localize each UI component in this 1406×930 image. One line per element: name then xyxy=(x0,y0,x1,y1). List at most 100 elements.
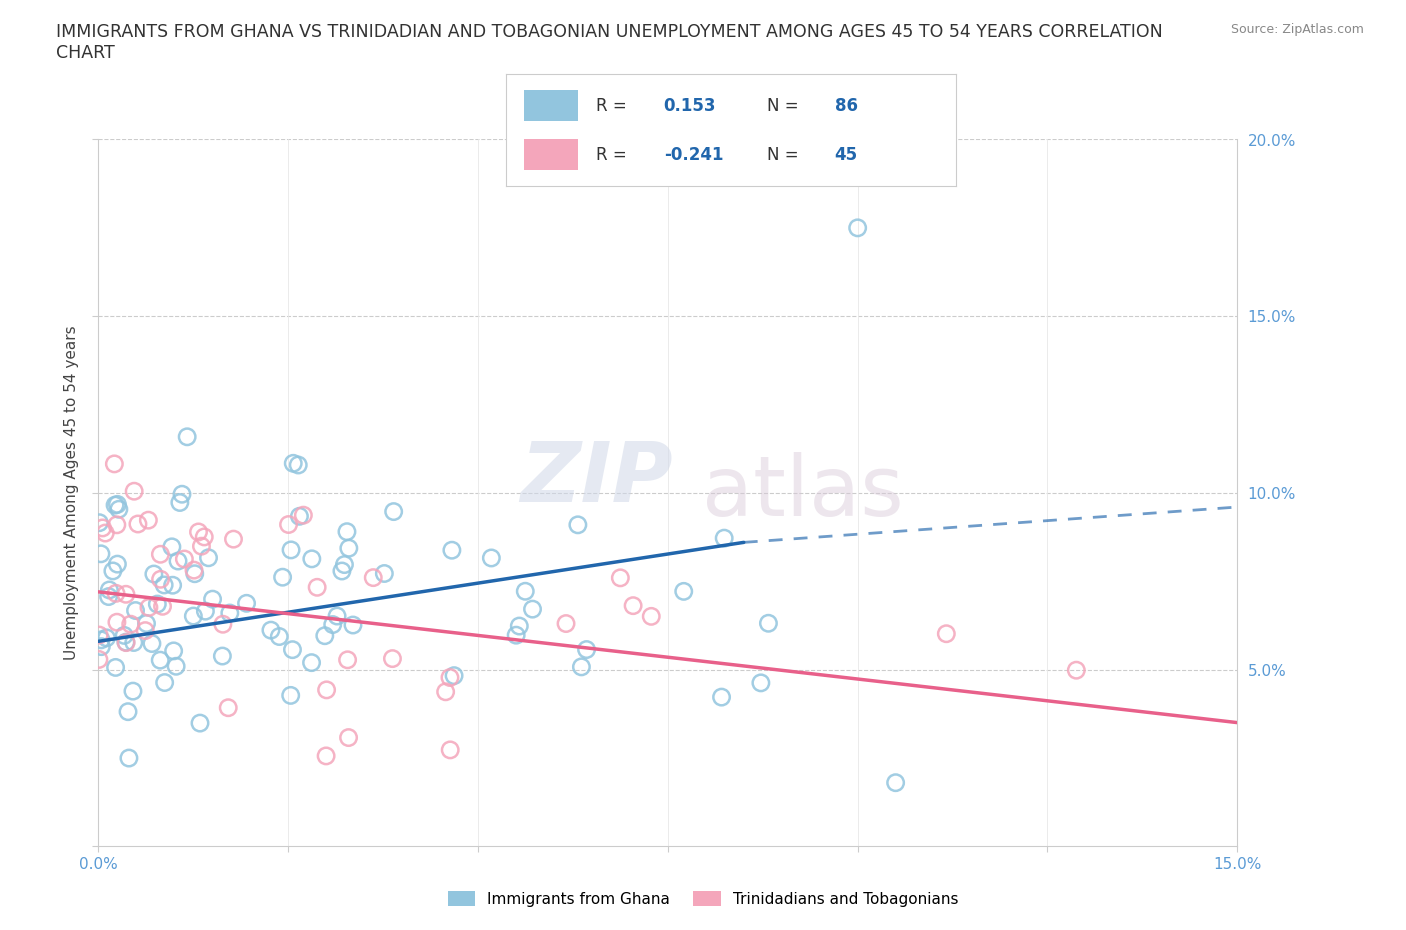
Point xyxy=(138,512,160,527)
Point xyxy=(187,525,209,539)
Point xyxy=(184,566,207,581)
Point xyxy=(361,570,384,585)
Point xyxy=(373,566,395,581)
Point xyxy=(322,618,344,632)
Point xyxy=(190,538,212,553)
Point xyxy=(112,628,135,643)
Text: -0.241: -0.241 xyxy=(664,146,723,164)
Point xyxy=(103,457,125,472)
Point xyxy=(575,642,598,657)
Point xyxy=(211,648,233,663)
Point xyxy=(104,660,127,675)
Point xyxy=(127,516,149,531)
Point xyxy=(183,608,205,623)
Point xyxy=(124,603,146,618)
Legend: Immigrants from Ghana, Trinidadians and Tobagonians: Immigrants from Ghana, Trinidadians and … xyxy=(441,885,965,913)
Point xyxy=(104,498,127,512)
Point xyxy=(260,623,283,638)
Point xyxy=(713,531,735,546)
Point xyxy=(522,602,544,617)
Point xyxy=(89,515,111,530)
Point xyxy=(91,521,114,536)
Text: N =: N = xyxy=(768,97,804,114)
Point xyxy=(170,486,193,501)
Point xyxy=(315,683,337,698)
Point xyxy=(758,616,780,631)
Point xyxy=(160,539,183,554)
Point xyxy=(555,616,578,631)
Point xyxy=(188,716,211,731)
Point xyxy=(163,644,186,658)
Point xyxy=(301,656,323,671)
Text: 45: 45 xyxy=(835,146,858,164)
Point xyxy=(222,532,245,547)
Point xyxy=(269,629,291,644)
Point xyxy=(672,584,695,599)
Point xyxy=(89,628,111,643)
Point xyxy=(149,547,172,562)
Point xyxy=(281,643,304,658)
Point xyxy=(567,517,589,532)
Point xyxy=(97,589,120,604)
Point xyxy=(307,580,329,595)
Point xyxy=(434,684,457,699)
Point xyxy=(141,636,163,651)
Point xyxy=(183,563,205,578)
Point xyxy=(149,653,172,668)
Point xyxy=(98,582,121,597)
Point xyxy=(173,551,195,566)
Point xyxy=(333,557,356,572)
Point xyxy=(287,458,309,472)
Point xyxy=(330,564,353,578)
Point xyxy=(87,652,110,667)
Point xyxy=(142,566,165,581)
Point xyxy=(105,615,128,630)
Point xyxy=(439,742,461,757)
Text: IMMIGRANTS FROM GHANA VS TRINIDADIAN AND TOBAGONIAN UNEMPLOYMENT AMONG AGES 45 T: IMMIGRANTS FROM GHANA VS TRINIDADIAN AND… xyxy=(56,23,1163,62)
Point xyxy=(505,628,527,643)
Text: R =: R = xyxy=(596,97,633,114)
Point xyxy=(288,509,311,524)
Point xyxy=(342,618,364,632)
Point xyxy=(122,484,145,498)
Point xyxy=(162,578,184,592)
Y-axis label: Unemployment Among Ages 45 to 54 years: Unemployment Among Ages 45 to 54 years xyxy=(65,326,79,660)
Point xyxy=(621,598,644,613)
Point xyxy=(609,570,631,585)
Point xyxy=(235,596,257,611)
Point xyxy=(292,508,315,523)
Point xyxy=(101,564,124,578)
Point xyxy=(571,659,593,674)
Point xyxy=(120,617,142,631)
Point xyxy=(640,609,662,624)
Point xyxy=(935,626,957,641)
FancyBboxPatch shape xyxy=(524,140,578,170)
Point xyxy=(105,557,128,572)
Point xyxy=(115,635,138,650)
Point xyxy=(336,525,359,539)
Text: ZIP: ZIP xyxy=(520,438,672,519)
Point xyxy=(326,608,349,623)
Point xyxy=(138,600,160,615)
Point xyxy=(134,623,156,638)
Point xyxy=(153,578,176,592)
Point xyxy=(217,700,239,715)
Point xyxy=(884,776,907,790)
Point xyxy=(337,540,360,555)
Point xyxy=(749,675,772,690)
Point xyxy=(846,220,869,235)
Point xyxy=(96,631,118,645)
Point xyxy=(152,599,174,614)
Point xyxy=(115,587,138,602)
Point xyxy=(149,572,172,587)
Point xyxy=(336,652,359,667)
Text: atlas: atlas xyxy=(702,452,904,534)
Point xyxy=(165,658,187,673)
Point xyxy=(314,629,336,644)
Point xyxy=(301,551,323,566)
Point xyxy=(194,604,217,618)
Point xyxy=(169,495,191,510)
Point xyxy=(280,688,302,703)
Point xyxy=(337,730,360,745)
Point xyxy=(212,617,235,631)
